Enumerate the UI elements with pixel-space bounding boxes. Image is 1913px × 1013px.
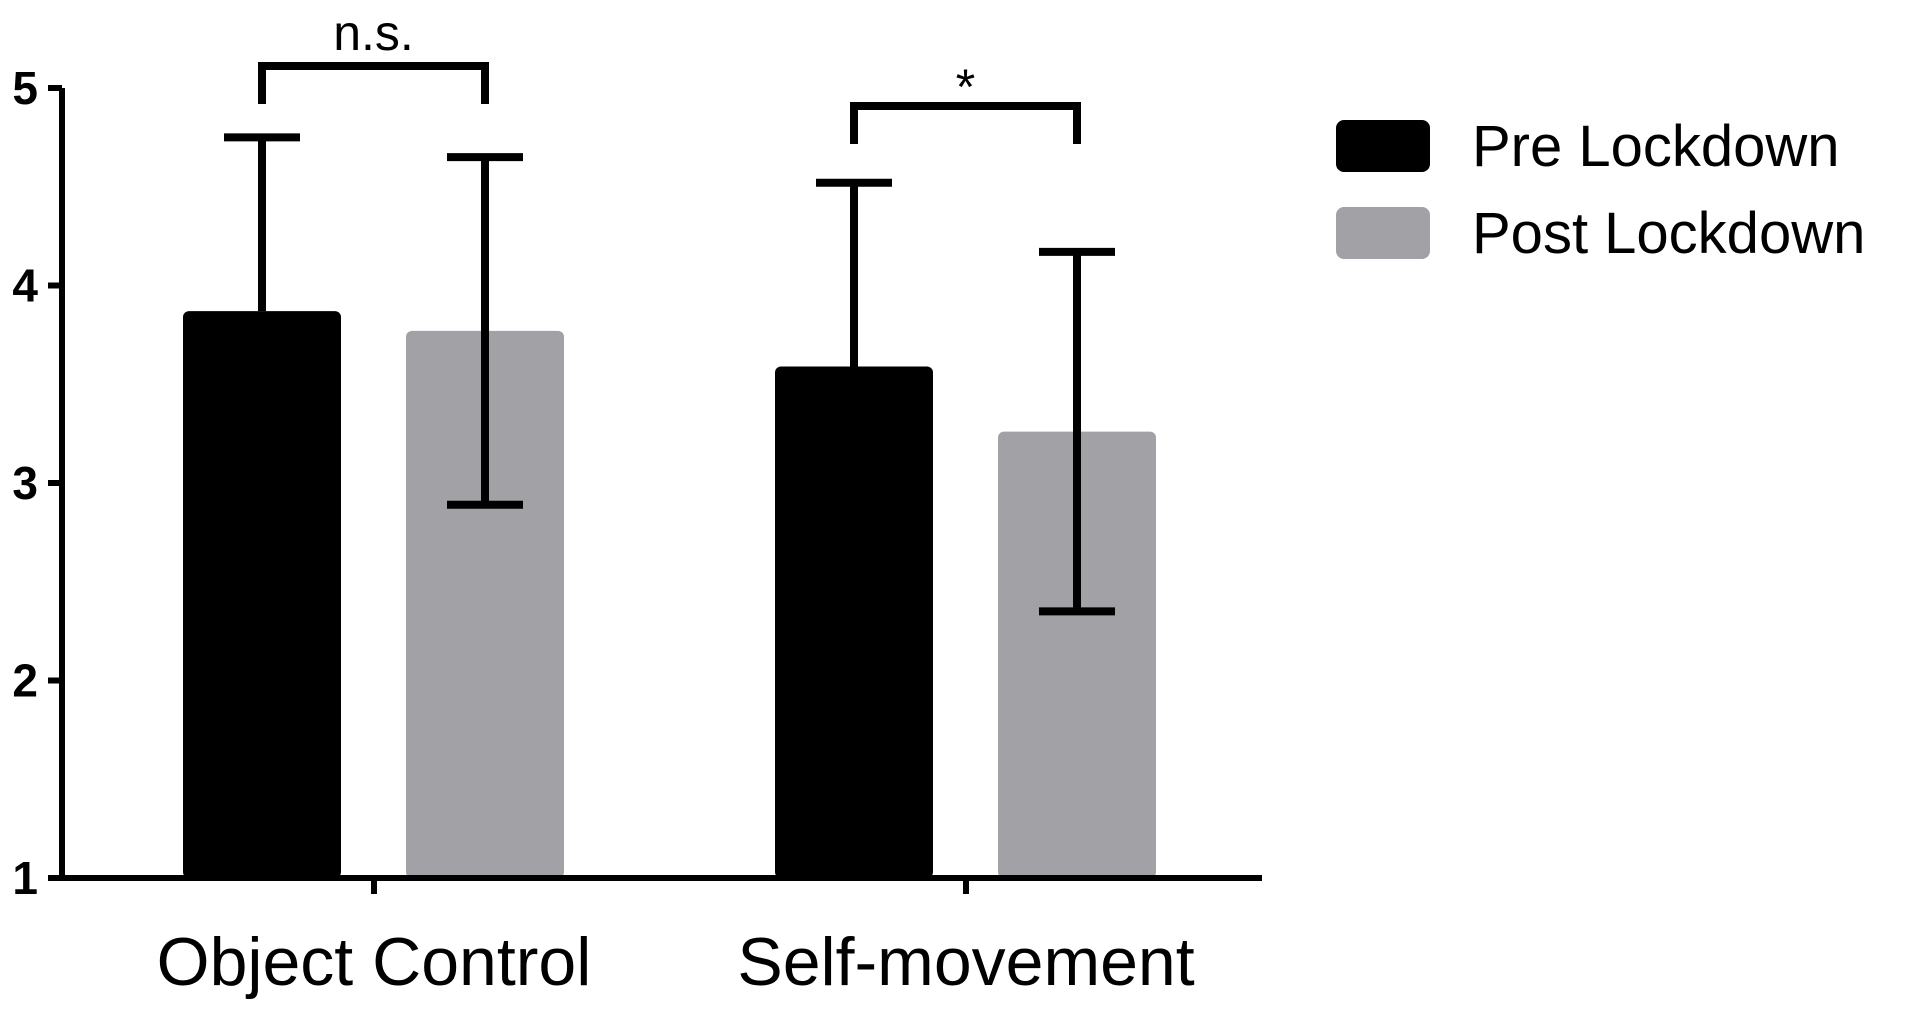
- y-tick-label-2: 3: [12, 457, 38, 509]
- legend-swatch-0: [1336, 120, 1430, 172]
- significance-label-1: *: [956, 59, 975, 115]
- x-category-label-1: Self-movement: [737, 924, 1194, 1000]
- y-tick-label-3: 4: [12, 260, 38, 312]
- x-category-layer: Object Control Self-movement: [157, 878, 1195, 1000]
- legend-label-0: Pre Lockdown: [1472, 114, 1840, 179]
- bars-layer: [183, 311, 1156, 878]
- significance-bracket-1: [850, 102, 1081, 144]
- bar-post-0: [406, 330, 564, 878]
- y-tick-label-0: 1: [12, 852, 38, 904]
- y-tick-label-1: 2: [12, 655, 38, 707]
- y-tick-label-4: 5: [12, 62, 38, 114]
- error-bars-layer: [224, 133, 1115, 616]
- significance-label-0: n.s.: [333, 5, 414, 61]
- bar-pre-0: [183, 311, 341, 878]
- bar-post-1: [998, 431, 1156, 878]
- bar-pre-1: [775, 366, 933, 878]
- significance-layer: n.s. *: [258, 5, 1081, 144]
- significance-bracket-0: [258, 62, 489, 104]
- legend: Pre Lockdown Post Lockdown: [1336, 114, 1865, 266]
- x-category-label-0: Object Control: [157, 924, 592, 1000]
- legend-label-1: Post Lockdown: [1472, 201, 1865, 266]
- y-ticks-layer: 1 2 3 4 5: [12, 62, 62, 904]
- legend-swatch-1: [1336, 207, 1430, 259]
